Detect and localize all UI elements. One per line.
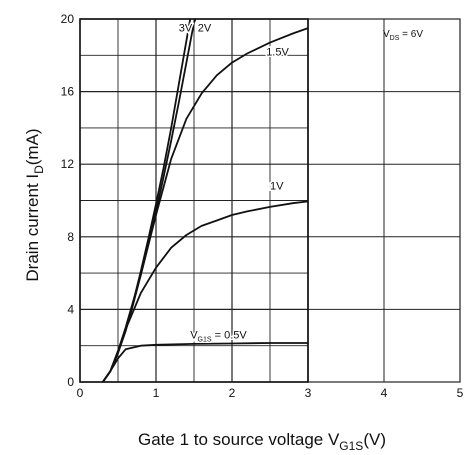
y-tick-label: 12 bbox=[61, 157, 75, 171]
y-axis-title-unit: (mA) bbox=[23, 128, 42, 165]
series-label-1V: 1V bbox=[270, 181, 284, 193]
grid bbox=[79, 18, 309, 383]
series-group bbox=[102, 18, 309, 383]
plot-frame bbox=[79, 18, 309, 383]
axes bbox=[79, 18, 461, 383]
x-tick-label: 1 bbox=[153, 386, 160, 400]
series-label-subscript: G1S bbox=[198, 336, 212, 343]
series-label-2V: 2V bbox=[198, 23, 212, 35]
series-label-1-5V: 1.5V bbox=[266, 46, 289, 58]
y-axis-title-subscript: D bbox=[32, 165, 46, 174]
series-label-prefix: V bbox=[190, 329, 198, 341]
series-line-0-5V bbox=[102, 342, 308, 383]
x-tick-label: 2 bbox=[229, 386, 236, 400]
series-labels: 3V 2V 1.5V 1V VG1S = 0.5V bbox=[177, 21, 291, 345]
x-tick-label: 3 bbox=[305, 386, 312, 400]
series-label-0-5V: VG1S = 0.5V bbox=[190, 329, 247, 343]
y-tick-label: 4 bbox=[67, 302, 74, 316]
y-tick-label: 0 bbox=[67, 375, 74, 389]
y-tick-label: 16 bbox=[61, 85, 75, 99]
x-tick-label: 5 bbox=[457, 386, 464, 400]
x-axis-title-unit: (V) bbox=[363, 430, 386, 449]
y-axis-title-text: Drain current I bbox=[23, 174, 42, 282]
series-label-value: = 0.5V bbox=[212, 329, 248, 341]
condition-annotation: VDS = 6V bbox=[383, 29, 423, 42]
y-tick-label: 8 bbox=[67, 230, 74, 244]
x-tick-label: 0 bbox=[77, 386, 84, 400]
series-label-3V: 3V bbox=[179, 23, 193, 35]
x-tick-label: 4 bbox=[381, 386, 388, 400]
x-axis-title: Gate 1 to source voltage VG1S(V) bbox=[138, 430, 386, 453]
y-tick-label: 20 bbox=[61, 12, 75, 26]
condition-annotation-symbol: V bbox=[383, 29, 390, 40]
x-axis-title-text: Gate 1 to source voltage V bbox=[138, 430, 340, 449]
condition-annotation-subscript: DS bbox=[390, 35, 400, 42]
condition-annotation-value: = 6V bbox=[399, 29, 423, 40]
x-axis-title-subscript: G1S bbox=[339, 439, 363, 453]
y-axis-title: Drain current ID(mA) bbox=[23, 128, 46, 281]
series-line-1V bbox=[102, 200, 309, 383]
